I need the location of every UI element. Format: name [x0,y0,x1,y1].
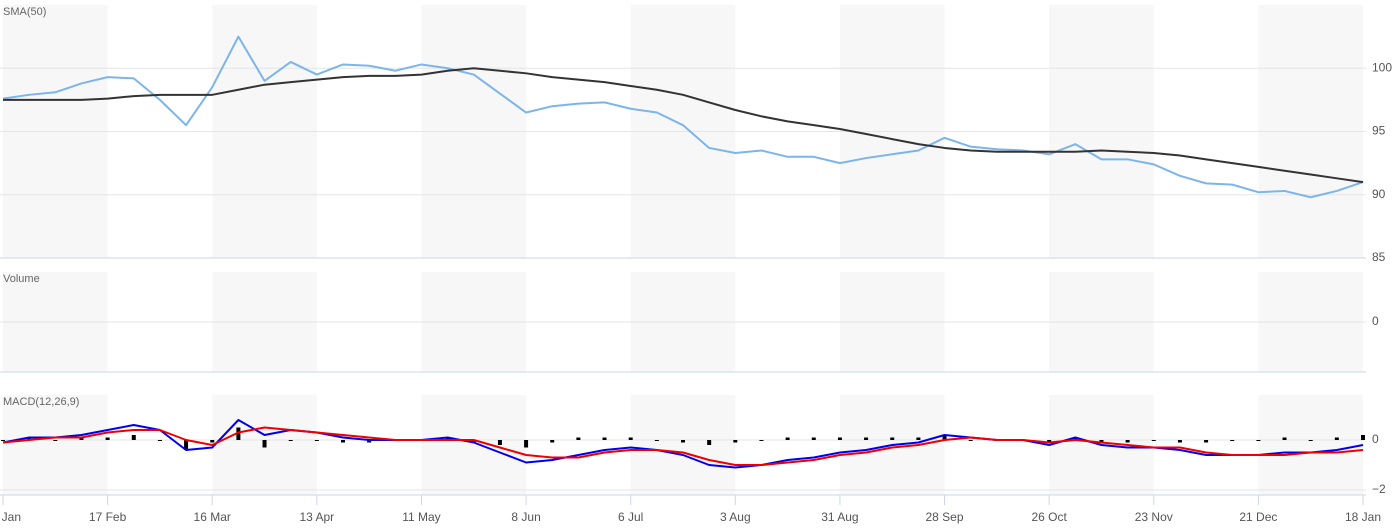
series-line [2,426,1364,466]
histogram-bar [1047,440,1052,443]
y-tick-label: 90 [1372,187,1386,201]
histogram-bar [524,440,529,448]
x-tick-label: 11 May [402,510,440,524]
y-tick-label: 0 [1372,314,1379,328]
histogram-bar [1230,440,1235,441]
histogram-bar [654,440,659,441]
histogram-bar [602,437,607,440]
x-tick-label: 21 Dec [1239,510,1277,524]
series-line [3,67,1364,184]
histogram-bar [288,440,293,441]
histogram-bar [53,440,58,441]
histogram-bar [157,440,162,441]
histogram-bar [341,440,345,443]
histogram-bar [550,440,555,443]
histogram-bar [968,440,973,441]
histogram-bar [1361,435,1365,440]
histogram-bar [837,437,842,440]
x-tick-label: 23 Nov [1135,510,1173,524]
x-tick-label: 28 Sep [926,510,964,524]
histogram-bar [733,440,738,443]
x-tick-label: 3 Aug [720,510,751,524]
x-tick-label: 6 Jul [618,510,643,524]
x-tick-label: 26 Oct [1031,510,1067,524]
histogram-bar [864,437,869,440]
histogram-bar [1308,440,1313,441]
histogram-bar [1282,437,1287,440]
panel-label: Volume [3,273,40,285]
histogram-bar [1256,440,1261,441]
histogram-bar [471,440,476,443]
histogram-bar [105,437,110,440]
histogram-bar [1204,440,1209,443]
band [630,395,736,495]
histogram-bar [759,440,764,441]
histogram-bar [1177,440,1182,443]
panel-label: SMA(50) [3,6,46,18]
x-tick-label: 16 Mar [194,510,231,524]
histogram-bar [131,435,136,440]
histogram-bar [707,440,712,445]
histogram-bar [184,440,189,450]
band [3,395,108,495]
y-tick-label: −2 [1372,482,1386,496]
x-tick-label: 17 Feb [89,510,127,524]
histogram-bar [445,437,450,440]
histogram-bar [367,440,372,443]
y-tick-label: 0 [1372,432,1379,446]
series-line [2,419,1364,469]
series-line [2,35,1364,199]
histogram-bar [262,440,267,448]
band [1258,395,1363,495]
y-tick-label: 95 [1372,124,1386,138]
histogram-bar [497,440,502,445]
x-tick-label: 18 Jan [1345,510,1381,524]
x-tick-label: 20 Jan [0,510,21,524]
panel-label: MACD(12,26,9) [3,396,79,408]
y-tick-label: 100 [1372,60,1392,74]
histogram-bar [1334,437,1339,440]
histogram-bar [1125,440,1130,443]
x-tick-label: 13 Apr [299,510,334,524]
histogram-bar [314,440,319,441]
histogram-bar [942,435,947,440]
histogram-bar [916,437,921,440]
histogram-bar [785,437,790,440]
histogram-bar [1151,440,1156,441]
histogram-bar [1,440,5,441]
histogram-bar [811,437,816,440]
histogram-bar [1099,440,1104,443]
x-tick-label: 31 Aug [821,510,858,524]
x-tick-label: 8 Jun [511,510,540,524]
histogram-bar [890,437,895,440]
histogram-bar [681,440,685,443]
histogram-bar [79,437,84,440]
histogram-bar [236,427,241,440]
y-tick-label: 85 [1372,250,1386,264]
histogram-bar [27,437,32,440]
histogram-bar [210,440,215,443]
histogram-bar [628,437,633,440]
band [421,395,527,495]
histogram-bar [576,437,581,440]
histogram-bar [1073,437,1078,440]
